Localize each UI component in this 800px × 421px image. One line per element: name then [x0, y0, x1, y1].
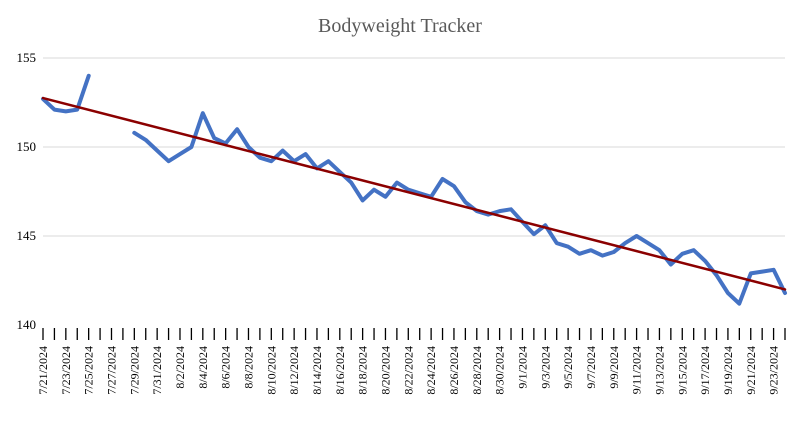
- x-tick-label-17: 8/24/2024: [424, 346, 438, 395]
- x-tick-label-29: 9/17/2024: [698, 346, 712, 395]
- x-tick-label-19: 8/28/2024: [470, 346, 484, 395]
- x-tick-label-23: 9/5/2024: [561, 346, 575, 389]
- x-tick-label-12: 8/14/2024: [310, 346, 324, 395]
- series-lines: [41, 73, 787, 306]
- x-tick-label-27: 9/13/2024: [652, 346, 666, 395]
- trendline: [41, 96, 787, 291]
- x-tick-label-3: 7/27/2024: [104, 346, 118, 395]
- x-tick-label-13: 8/16/2024: [333, 346, 347, 395]
- y-tick-label-155: 155: [17, 50, 37, 65]
- gridlines: [43, 57, 785, 237]
- x-axis-ticks: 7/21/2024 7/23/2024 7/25/2024 7/27/2024 7/29…: [36, 328, 786, 395]
- weight-series-line-segment-1: [132, 111, 787, 306]
- y-tick-label-140: 140: [17, 317, 37, 332]
- y-axis-ticks: 140 145 150 155: [17, 50, 37, 332]
- x-tick-label-1: 7/23/2024: [59, 346, 73, 395]
- x-tick-label-18: 8/26/2024: [447, 346, 461, 395]
- y-tick-label-150: 150: [17, 139, 37, 154]
- x-tick-label-22: 9/3/2024: [538, 346, 552, 389]
- x-tick-label-2: 7/25/2024: [82, 346, 96, 395]
- x-tick-label-15: 8/20/2024: [378, 346, 392, 395]
- x-tick-label-10: 8/10/2024: [264, 346, 278, 395]
- x-tick-label-28: 9/15/2024: [675, 346, 689, 395]
- x-tick-label-9: 8/8/2024: [241, 346, 255, 389]
- x-tick-label-20: 8/30/2024: [493, 346, 507, 395]
- x-tick-label-14: 8/18/2024: [356, 346, 370, 395]
- x-tick-label-4: 7/29/2024: [127, 346, 141, 395]
- x-tick-label-32: 9/23/2024: [767, 346, 781, 395]
- x-tick-label-25: 9/9/2024: [607, 346, 621, 389]
- weight-series-line-segment-0: [41, 73, 91, 114]
- y-tick-label-145: 145: [17, 228, 37, 243]
- x-tick-label-8: 8/6/2024: [219, 346, 233, 389]
- x-tick-label-16: 8/22/2024: [401, 346, 415, 395]
- x-tick-label-31: 9/21/2024: [744, 346, 758, 395]
- x-tick-label-30: 9/19/2024: [721, 346, 735, 395]
- x-tick-label-5: 7/31/2024: [150, 346, 164, 395]
- x-tick-label-7: 8/4/2024: [196, 346, 210, 389]
- x-tick-label-26: 9/11/2024: [630, 346, 644, 394]
- x-tick-label-0: 7/21/2024: [36, 346, 50, 395]
- x-tick-label-21: 9/1/2024: [515, 346, 529, 389]
- x-tick-label-24: 9/7/2024: [584, 346, 598, 389]
- x-tick-label-6: 8/2/2024: [173, 346, 187, 389]
- x-tick-label-11: 8/12/2024: [287, 346, 301, 395]
- chart-title: Bodyweight Tracker: [318, 15, 482, 37]
